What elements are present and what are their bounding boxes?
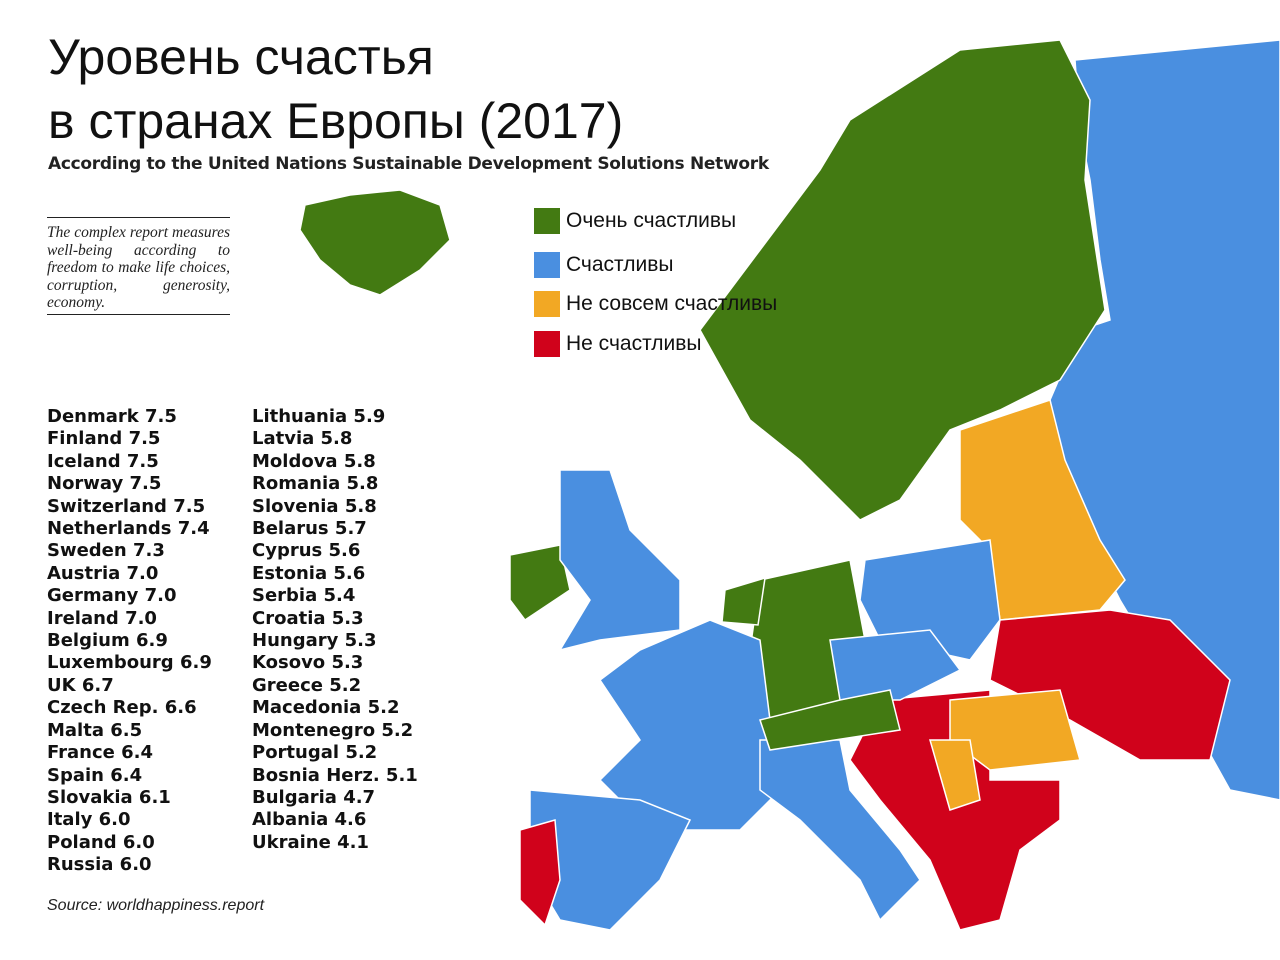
legend-label: Счастливы <box>566 253 674 276</box>
score-entry: Slovenia 5.8 <box>252 495 377 517</box>
score-entry: Iceland 7.5 <box>47 450 159 472</box>
poland <box>859 539 1001 661</box>
score-list: Denmark 7.5 Finland 7.5 Iceland 7.5 Norway … <box>47 406 212 877</box>
score-entry: Belgium 6.9 <box>47 630 168 652</box>
score-list: Lithuania 5.9 Latvia 5.8 Moldova 5.8 Romani… <box>252 406 418 854</box>
score-entry: UK 6.7 <box>47 674 114 696</box>
score-entry: Romania 5.8 <box>252 473 379 495</box>
score-entry: Albania 4.6 <box>252 809 367 831</box>
title: Уровень счастья <box>48 29 434 85</box>
title: в странах Европы (2017) <box>48 93 624 149</box>
score-entry: Sweden 7.3 <box>47 540 165 562</box>
score-entry: Switzerland 7.5 <box>47 495 206 517</box>
score-entry: Macedonia 5.2 <box>252 697 400 719</box>
uk <box>558 469 681 652</box>
scandinavia <box>699 39 1106 521</box>
score-entry: Lithuania 5.9 <box>252 406 386 427</box>
score-entry: Malta 6.5 <box>47 719 143 741</box>
legend-item: Не счастливы <box>534 330 701 358</box>
score-entry: Kosovo 5.3 <box>252 652 364 674</box>
score-entry: Moldova 5.8 <box>252 450 376 472</box>
score-entry: Denmark 7.5 <box>47 406 177 427</box>
legend-swatch <box>534 291 560 317</box>
score-entry: Spain 6.4 <box>47 764 143 786</box>
serbia <box>929 739 981 811</box>
score-entry: Poland 6.0 <box>47 831 155 853</box>
score-entry: Netherlands 7.4 <box>47 518 210 540</box>
iceland <box>299 189 451 296</box>
score-entry: Bosnia Herz. 5.1 <box>252 764 418 786</box>
source: Source: worldhappiness.report <box>47 897 265 914</box>
score-entry: Italy 6.0 <box>47 809 131 831</box>
legend-item: Очень счастливы <box>534 207 736 235</box>
score-entry: Bulgaria 4.7 <box>252 786 376 808</box>
legend-item: Не совсем счастливы <box>534 290 777 318</box>
czech-austria <box>829 629 962 701</box>
score-entry: Ukraine 4.1 <box>252 831 369 853</box>
italy <box>759 739 921 922</box>
score-entry: Estonia 5.6 <box>252 562 366 584</box>
score-entry: Slovakia 6.1 <box>47 786 171 808</box>
score-entry: Greece 5.2 <box>252 674 362 696</box>
score-entry: Serbia 5.4 <box>252 585 356 607</box>
score-entry: Latvia 5.8 <box>252 428 353 450</box>
subtitle: According to the United Nations Sustaina… <box>48 154 769 174</box>
legend-label: Не совсем счастливы <box>566 292 778 315</box>
score-entry: Finland 7.5 <box>47 428 161 450</box>
score-entry: Czech Rep. 6.6 <box>47 697 197 719</box>
score-entry: Croatia 5.3 <box>252 607 364 629</box>
note: The complex report measures well-being a… <box>47 217 230 315</box>
score-entry: Hungary 5.3 <box>252 630 377 652</box>
score-entry: Russia 6.0 <box>47 854 152 876</box>
baltics-belarus <box>959 399 1126 621</box>
romania <box>949 689 1081 771</box>
score-entry: Belarus 5.7 <box>252 518 367 540</box>
score-entry: Luxembourg 6.9 <box>47 652 212 674</box>
score-entry: Portugal 5.2 <box>252 742 378 764</box>
score-entry: Norway 7.5 <box>47 473 162 495</box>
france <box>598 619 781 831</box>
legend-label: Не счастливы <box>566 332 702 355</box>
legend-item: Счастливы <box>534 251 673 279</box>
score-entry: Montenegro 5.2 <box>252 719 414 741</box>
legend-swatch <box>534 208 560 234</box>
legend-swatch <box>534 331 560 357</box>
score-entry: France 6.4 <box>47 742 154 764</box>
legend-swatch <box>534 252 560 278</box>
score-entry: Austria 7.0 <box>47 562 159 584</box>
score-entry: Germany 7.0 <box>47 585 177 607</box>
legend-label: Очень счастливы <box>566 209 737 232</box>
score-entry: Ireland 7.0 <box>47 607 157 629</box>
score-entry: Cyprus 5.6 <box>252 540 361 562</box>
portugal <box>519 819 561 927</box>
netherlands <box>721 576 766 626</box>
ireland <box>509 544 571 622</box>
alps <box>759 689 901 751</box>
